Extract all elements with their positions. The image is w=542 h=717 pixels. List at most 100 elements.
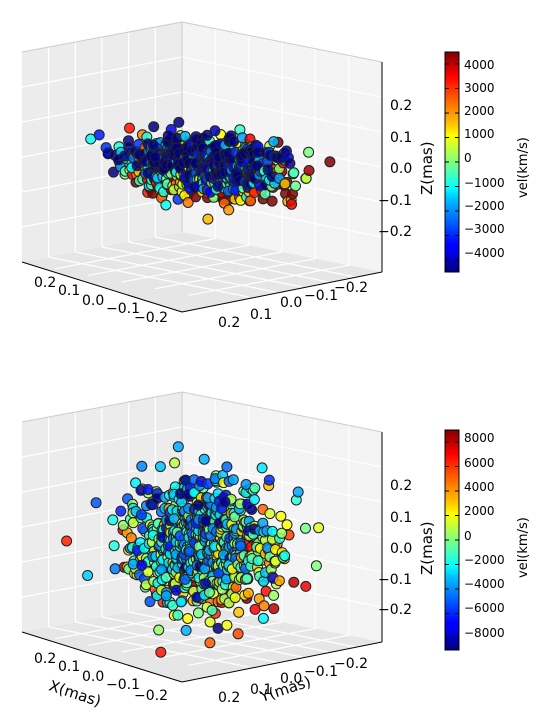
grid-line	[188, 634, 349, 666]
scatter-point	[115, 505, 127, 517]
scatter-point	[168, 513, 180, 525]
scatter-point	[281, 519, 293, 531]
scatter-point	[273, 575, 285, 587]
scatter-point	[172, 609, 184, 621]
y-tick-label: 0.1	[250, 307, 272, 323]
scatter-point	[182, 197, 194, 208]
scatter-point	[268, 136, 280, 148]
scatter-point	[198, 453, 210, 465]
scatter-point	[209, 125, 221, 137]
scatter-point	[290, 180, 301, 192]
colorbar-tick-label: −1000	[464, 176, 505, 190]
colorbar-tick-label: −2000	[464, 553, 505, 567]
scatter-point	[310, 560, 322, 572]
scatter-point	[235, 540, 247, 552]
z-tick-label: 0.1	[390, 130, 412, 146]
scatter-point	[172, 441, 184, 453]
x-tick-label: 0.0	[82, 669, 104, 685]
scatter-point	[204, 616, 216, 628]
scatter-point	[300, 522, 311, 534]
scatter-point	[117, 519, 129, 531]
grid-line	[188, 264, 349, 296]
scatter-point	[258, 575, 270, 587]
scatter-point	[303, 146, 315, 158]
colorbar-tick-label: 2000	[464, 504, 495, 518]
scatter-point	[275, 510, 287, 522]
scatter-point	[107, 514, 119, 526]
panel-2: 0.2 0.1 0.0 −0.1 −0.2 X(mas) 0.2 0.1 0.0…	[21, 391, 531, 710]
z-tick-label: 0.0	[390, 161, 412, 177]
scatter-point	[136, 509, 147, 521]
x-tick-label: 0.2	[34, 651, 56, 667]
scatter-point	[124, 122, 135, 134]
scatter-point	[179, 573, 191, 585]
scatter-point	[300, 580, 312, 592]
x-tick-label: 0.1	[58, 283, 80, 299]
x-axis-line-2	[21, 631, 183, 683]
scatter-point	[90, 497, 102, 509]
y-tick-label: 0.1	[250, 682, 272, 698]
scatter-point	[136, 559, 148, 571]
y-tick-label: −0.1	[304, 664, 338, 680]
y-tick-label: 0.2	[218, 315, 240, 331]
scatter-point	[175, 596, 187, 608]
scatter-point	[82, 570, 94, 581]
scatter-point	[249, 482, 261, 494]
y-tick-labels-1: 0.2 0.1 0.0 −0.1 −0.2	[218, 280, 368, 331]
colorbar-tick-label: 3000	[464, 81, 495, 95]
colorbar-label-1: vel(km/s)	[516, 137, 531, 198]
scatter-point	[192, 607, 204, 619]
scatter-point	[221, 461, 233, 473]
scatter-point	[147, 139, 159, 151]
scatter-point	[109, 563, 121, 575]
colorbar-ticks-2	[445, 441, 459, 639]
z-tick-label: −0.2	[378, 602, 412, 618]
scatter-point	[202, 213, 214, 225]
z-tick-label: 0.2	[390, 478, 412, 494]
scatter-point	[179, 130, 191, 142]
colorbar-tick-label: −2000	[464, 199, 505, 213]
panel-1: 0.2 0.1 0.0 −0.1 −0.2 0.2 0.1 0.0 −0.1 −…	[21, 21, 531, 331]
x-tick-labels-2: 0.2 0.1 0.0 −0.1 −0.2	[34, 651, 168, 704]
scatter-point	[125, 532, 137, 544]
scatter-point	[130, 477, 142, 489]
scatter-point	[313, 522, 325, 534]
colorbar-tick-label: 4000	[464, 480, 495, 494]
scatter-point	[252, 555, 264, 567]
x-tick-labels-1: 0.2 0.1 0.0 −0.1 −0.2	[34, 275, 168, 326]
colorbar-tick-label: −8000	[464, 626, 505, 640]
scatter-point	[324, 156, 336, 168]
colorbar-1: 4000 3000 2000 1000 0 −1000 −2000 −3000 …	[444, 51, 531, 273]
scatter-point	[148, 121, 160, 133]
z-tick-label: 0.1	[390, 510, 412, 526]
scatter-point	[223, 204, 235, 216]
colorbar-2: 8000 6000 4000 2000 0 −2000 −4000 −6000 …	[444, 429, 531, 651]
x-tick-label: 0.2	[34, 275, 56, 291]
scatter-point	[232, 628, 244, 640]
grid-line	[21, 196, 183, 228]
grid-line	[181, 196, 383, 238]
z-tick-label: 0.0	[390, 541, 412, 557]
z-tick-label: 0.2	[390, 98, 412, 114]
scatter-point	[264, 508, 276, 520]
colorbar-tick-label: 0	[464, 151, 472, 165]
scatter-point	[288, 167, 300, 179]
scatter-point	[268, 589, 280, 601]
floor-pane-1	[22, 232, 382, 312]
scatter-point	[160, 590, 172, 602]
x-tick-label: −0.1	[106, 677, 140, 693]
y-tick-label: 0.0	[280, 671, 302, 687]
y-tick-label: −0.1	[304, 288, 338, 304]
scatter-point	[276, 527, 288, 539]
scatter-points-2	[61, 441, 325, 658]
scatter-point	[288, 576, 300, 588]
scatter-point	[61, 535, 73, 547]
scatter-point	[154, 461, 166, 473]
x-axis-line-1	[21, 261, 183, 313]
scatter-point	[257, 612, 269, 624]
scatter-point	[180, 624, 192, 636]
scatter-point	[242, 587, 254, 599]
scatter-point	[279, 178, 291, 190]
scatter-point	[248, 494, 260, 506]
